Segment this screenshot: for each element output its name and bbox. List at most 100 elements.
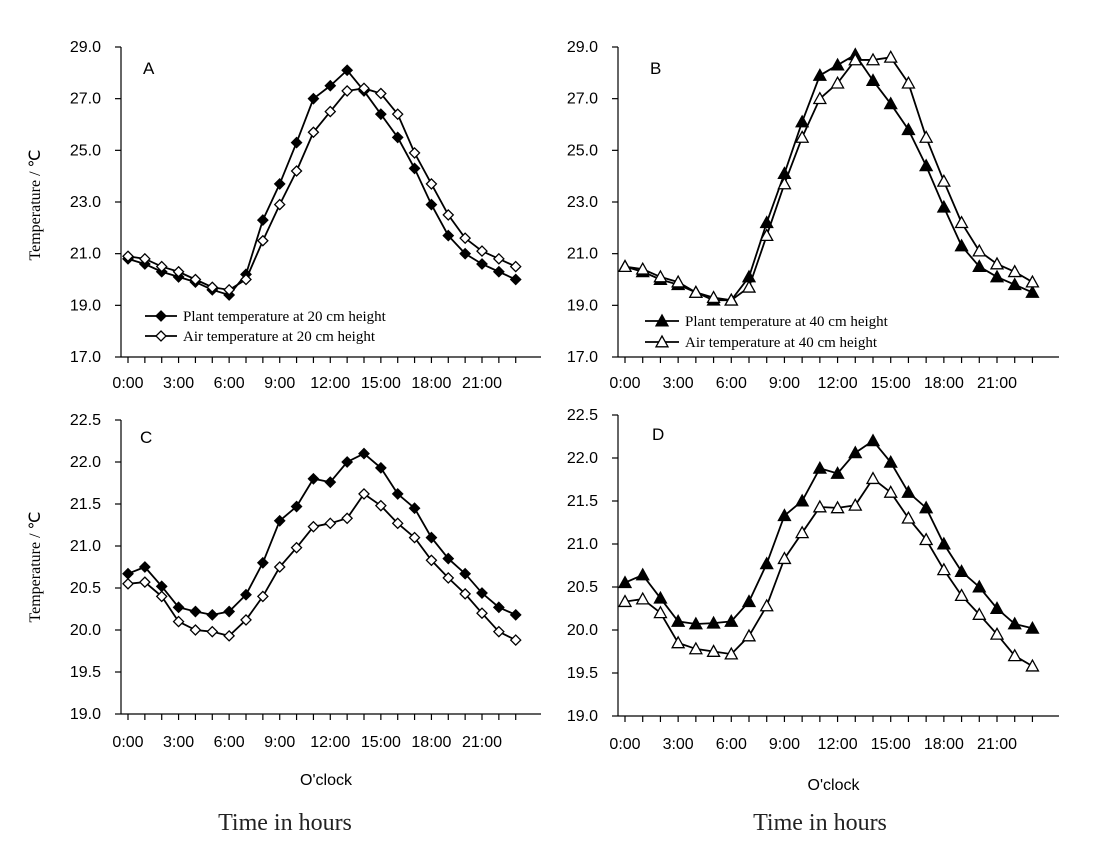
data-point	[653, 269, 668, 283]
data-point	[972, 607, 987, 620]
data-point	[654, 313, 670, 327]
y-tick-label: 19.5	[70, 664, 101, 681]
y-tick-label: 19.0	[70, 297, 101, 314]
data-point	[830, 500, 845, 514]
y-tick-label: 19.0	[70, 706, 101, 723]
data-point	[374, 108, 387, 121]
panel-a: 17.0 19.0 21.0 23.0 25.0 27.0 29.0 0:00 3:00 6:00…	[27, 39, 541, 392]
legend-item: Air temperature at 40 cm height	[645, 334, 878, 351]
x-tick-label: 18:00	[411, 734, 451, 751]
x-tick-label: 3:00	[163, 734, 194, 751]
x-tick-label: 3:00	[163, 375, 194, 392]
data-point	[290, 500, 303, 513]
y-tick-label: 20.5	[567, 579, 598, 596]
panel-letter: B	[650, 59, 661, 78]
data-point	[459, 232, 472, 245]
data-point	[206, 608, 219, 621]
data-point	[617, 594, 633, 608]
data-point	[442, 552, 455, 565]
data-point	[509, 634, 522, 646]
data-point	[830, 466, 845, 479]
data-point	[688, 616, 703, 630]
legend-label: Plant temperature at 20 cm height	[183, 309, 387, 325]
data-point	[459, 567, 472, 580]
data-point	[172, 601, 185, 614]
data-point	[954, 215, 969, 229]
data-point	[459, 247, 472, 260]
data-point	[848, 52, 863, 66]
data-point	[830, 75, 845, 89]
data-point	[759, 228, 774, 242]
data-point	[883, 454, 898, 468]
data-point	[741, 279, 757, 293]
data-point	[724, 646, 739, 660]
data-point	[936, 173, 951, 187]
data-point	[1025, 274, 1040, 288]
data-point	[223, 629, 236, 642]
data-point	[795, 493, 810, 507]
data-point	[374, 499, 387, 512]
data-point	[759, 598, 774, 612]
data-point	[741, 628, 757, 642]
y-tick-label: 19.0	[567, 708, 598, 725]
data-point	[408, 502, 421, 515]
data-point	[1007, 264, 1022, 278]
data-point	[777, 508, 792, 522]
y-tick-label: 20.0	[567, 622, 598, 639]
data-point	[865, 433, 881, 447]
data-point	[724, 292, 739, 306]
data-point	[273, 561, 286, 573]
data-point	[936, 536, 951, 550]
x-tick-label: 0:00	[609, 736, 640, 753]
data-point	[273, 514, 286, 527]
data-point	[476, 607, 488, 620]
data-point	[492, 601, 505, 614]
data-point	[724, 614, 739, 627]
y-tick-label: 27.0	[567, 91, 598, 108]
y-axis-label: Temperature / ℃	[27, 149, 44, 260]
data-point	[812, 499, 827, 513]
x-tick-label: 21:00	[977, 375, 1017, 392]
data-point	[901, 510, 916, 524]
data-point	[189, 273, 202, 286]
data-point	[324, 517, 337, 530]
data-point	[617, 259, 633, 273]
data-point	[509, 260, 522, 273]
data-point	[901, 485, 916, 498]
data-point	[1025, 285, 1040, 298]
y-tick-label: 21.0	[70, 538, 101, 555]
x-tick-label: 18:00	[924, 375, 964, 392]
data-point	[324, 105, 337, 118]
series-line	[624, 439, 1033, 630]
data-point	[240, 588, 252, 601]
data-point	[1007, 277, 1022, 291]
data-point	[635, 261, 650, 275]
data-point	[617, 575, 633, 589]
series-line	[127, 68, 517, 297]
data-point	[122, 567, 134, 580]
x-axis-label: O'clock	[808, 777, 861, 794]
x-tick-label: 12:00	[310, 375, 350, 392]
data-point	[653, 590, 668, 604]
data-point	[273, 198, 286, 211]
data-point	[341, 456, 354, 468]
y-tick-label: 21.0	[70, 246, 101, 263]
data-point	[391, 131, 404, 144]
data-point	[989, 626, 1005, 640]
y-tick-label: 17.0	[70, 349, 101, 366]
data-point	[901, 75, 916, 89]
y-tick-label: 21.5	[70, 496, 101, 513]
x-tick-label: 15:00	[871, 736, 911, 753]
panel-letter: A	[143, 59, 155, 78]
data-point	[408, 531, 421, 544]
series-plant	[122, 64, 522, 301]
x-tick-label: 18:00	[411, 375, 451, 392]
y-tick-label: 19.5	[567, 665, 598, 682]
data-point	[671, 635, 686, 649]
series-plant	[617, 433, 1040, 634]
data-point	[341, 64, 354, 77]
legend: Plant temperature at 20 cm height Air tem…	[145, 309, 387, 345]
legend-label: Plant temperature at 40 cm height	[685, 314, 889, 330]
data-point	[223, 283, 236, 296]
data-point	[358, 488, 370, 500]
